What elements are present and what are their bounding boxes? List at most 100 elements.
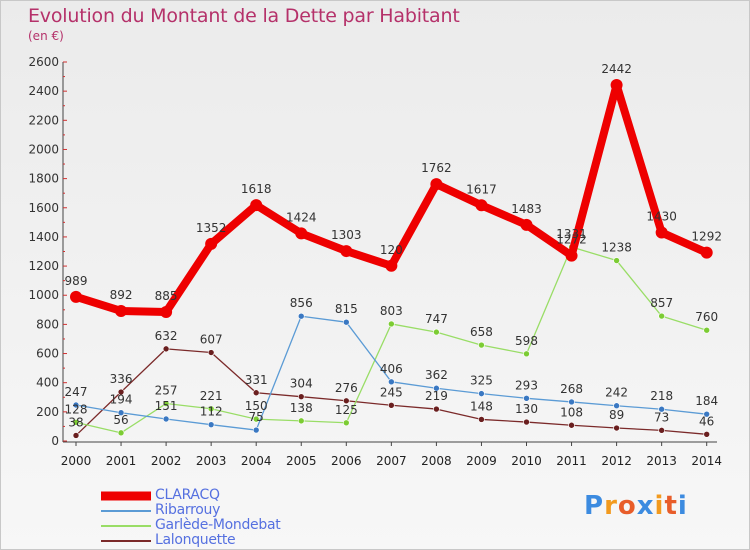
data-label: 276 xyxy=(335,381,358,395)
data-point xyxy=(207,421,215,428)
data-label: 245 xyxy=(380,385,403,399)
data-point xyxy=(568,398,575,406)
logo-letter: x xyxy=(636,491,655,521)
data-point xyxy=(297,417,305,425)
y-tick-label: 1200 xyxy=(28,259,59,273)
x-tick-label: 2002 xyxy=(151,454,182,468)
data-point xyxy=(523,418,530,426)
data-point xyxy=(655,226,668,239)
data-point xyxy=(207,349,215,356)
data-label: 1617 xyxy=(466,182,497,196)
data-point xyxy=(342,419,350,427)
data-point xyxy=(475,199,488,212)
data-point xyxy=(613,402,620,410)
data-label: 130 xyxy=(515,402,538,416)
data-point xyxy=(72,419,80,426)
data-label: 148 xyxy=(470,399,493,413)
y-tick-label: 400 xyxy=(36,376,59,390)
data-point xyxy=(613,424,620,432)
data-label: 1303 xyxy=(331,228,362,242)
data-label: 56 xyxy=(113,413,128,427)
data-point xyxy=(117,429,125,437)
data-point xyxy=(72,432,80,439)
y-tick-label: 1400 xyxy=(28,230,59,244)
data-label: 38 xyxy=(68,415,83,429)
x-tick-label: 2008 xyxy=(421,454,452,468)
data-label: 406 xyxy=(380,362,403,376)
data-label: 658 xyxy=(470,325,493,339)
data-label: 856 xyxy=(290,296,313,310)
data-label: 747 xyxy=(425,312,448,326)
x-tick-label: 2011 xyxy=(556,454,587,468)
data-label: 1430 xyxy=(646,210,677,224)
data-point xyxy=(430,178,443,191)
data-point xyxy=(700,246,713,259)
x-tick-label: 2001 xyxy=(106,454,137,468)
data-label: 1618 xyxy=(241,182,272,196)
data-point xyxy=(340,245,353,258)
data-label: 815 xyxy=(335,302,358,316)
data-label: 1292 xyxy=(691,230,722,244)
data-label: 1331 xyxy=(556,227,587,241)
y-tick-label: 800 xyxy=(36,317,59,331)
data-point xyxy=(250,199,263,212)
data-label: 242 xyxy=(605,386,628,400)
data-label: 89 xyxy=(609,408,624,422)
data-label: 120 xyxy=(380,243,403,257)
data-point xyxy=(388,401,395,409)
data-point xyxy=(297,312,305,320)
logo-letter: i xyxy=(677,491,688,521)
data-label: 218 xyxy=(650,389,673,403)
logo-letter: P xyxy=(584,491,605,521)
data-label: 257 xyxy=(155,384,178,398)
data-label: 1238 xyxy=(601,241,632,255)
data-label: 112 xyxy=(200,405,223,419)
x-tick-label: 2000 xyxy=(61,454,92,468)
y-tick-label: 2600 xyxy=(28,55,59,69)
data-point xyxy=(568,421,575,429)
chart-subtitle: (en €) xyxy=(28,29,64,43)
data-label: 247 xyxy=(65,385,88,399)
data-point xyxy=(342,397,350,405)
y-tick-label: 2200 xyxy=(28,113,59,127)
x-tick-label: 2013 xyxy=(646,454,677,468)
data-point xyxy=(433,384,440,392)
data-point xyxy=(388,320,395,328)
logo-letter: i xyxy=(654,491,665,521)
data-point xyxy=(478,416,485,423)
data-label: 194 xyxy=(110,393,133,407)
y-tick-label: 600 xyxy=(36,347,59,361)
data-label: 293 xyxy=(515,378,538,392)
data-point xyxy=(117,388,125,396)
y-tick-label: 1600 xyxy=(28,201,59,215)
data-label: 304 xyxy=(290,377,313,391)
x-tick-label: 2009 xyxy=(466,454,497,468)
legend-swatch-claracq xyxy=(101,491,151,500)
data-label: 138 xyxy=(290,401,313,415)
x-tick-label: 2003 xyxy=(196,454,227,468)
data-point xyxy=(478,341,485,349)
data-point xyxy=(72,401,80,409)
x-tick-label: 2006 xyxy=(331,454,362,468)
data-label: 331 xyxy=(245,373,268,387)
data-label: 1272 xyxy=(556,233,587,247)
logo-letter: o xyxy=(617,491,637,521)
data-label: 2442 xyxy=(601,62,632,76)
data-label: 1424 xyxy=(286,210,317,224)
data-label: 221 xyxy=(200,389,223,403)
data-label: 336 xyxy=(110,372,133,386)
data-label: 892 xyxy=(110,288,133,302)
data-point xyxy=(162,345,170,353)
data-label: 268 xyxy=(560,382,583,396)
data-point xyxy=(295,227,308,240)
proxiti-logo: Proxiti xyxy=(584,491,688,521)
data-label: 607 xyxy=(200,333,223,347)
data-label: 632 xyxy=(155,329,178,343)
legend-label-claracq: CLARACQ xyxy=(155,487,220,503)
data-point xyxy=(342,318,350,326)
data-label: 150 xyxy=(245,399,268,413)
data-point xyxy=(297,393,305,400)
data-label: 46 xyxy=(699,414,714,428)
data-label: 108 xyxy=(560,405,583,419)
